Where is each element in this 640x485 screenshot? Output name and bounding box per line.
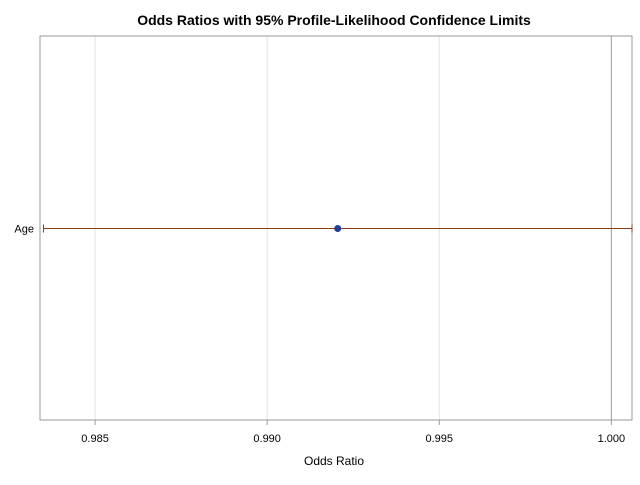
x-axis-ticks: 0.985 0.990 0.995 1.000 [81,420,625,445]
y-row-label: Age [14,224,34,236]
y-axis-labels: Age [14,224,34,236]
x-tick-label-0: 0.985 [81,433,109,445]
x-tick-label-3: 1.000 [598,433,626,445]
odds-ratio-point [334,225,342,232]
x-axis-label: Odds Ratio [304,454,364,468]
data-marks [42,224,633,233]
x-tick-label-1: 0.990 [253,433,281,445]
chart-title: Odds Ratios with 95% Profile-Likelihood … [137,12,531,28]
x-tick-label-2: 0.995 [425,433,453,445]
